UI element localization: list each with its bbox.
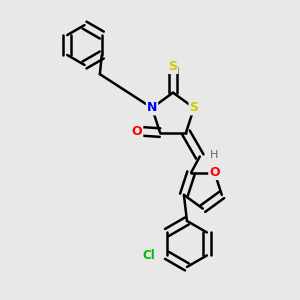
Text: N: N [147, 101, 157, 114]
Text: O: O [209, 166, 220, 179]
Text: S: S [190, 101, 199, 114]
Text: Cl: Cl [142, 249, 155, 262]
Text: H: H [210, 150, 219, 160]
Text: S: S [169, 60, 178, 73]
Text: O: O [132, 124, 142, 138]
